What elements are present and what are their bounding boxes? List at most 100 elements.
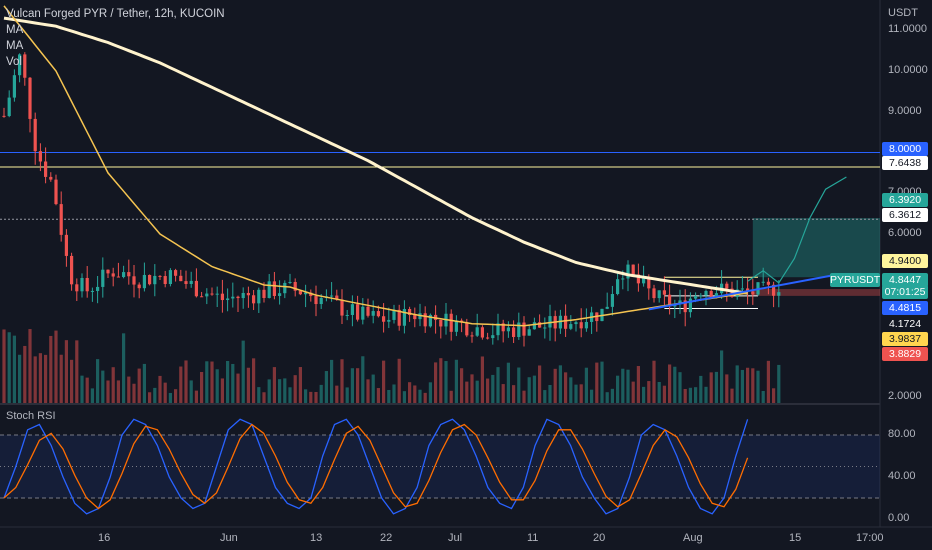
price-tick: 6.0000	[888, 227, 922, 240]
candle-body	[621, 278, 625, 280]
candle-body	[402, 309, 406, 326]
volume-bar	[720, 350, 724, 403]
volume-bar	[517, 367, 521, 403]
candle-body	[579, 322, 583, 329]
legend-ma-2[interactable]: MA	[6, 40, 24, 52]
price-tag: 7.6438	[882, 156, 928, 170]
volume-bar	[501, 384, 505, 403]
candle-body	[662, 290, 666, 295]
candle-body	[392, 309, 396, 320]
candle-body	[657, 290, 661, 299]
volume-bar	[361, 356, 365, 403]
candle-body	[605, 306, 609, 309]
candle-body	[257, 289, 261, 304]
price-tag: 4.8447	[882, 273, 928, 287]
candle-body	[18, 54, 22, 76]
volume-bar	[616, 375, 620, 403]
volume-bar	[704, 386, 708, 403]
time-tick: 15	[789, 532, 802, 544]
candle-body	[626, 264, 630, 279]
volume-bar	[408, 382, 412, 403]
candle-body	[532, 322, 536, 330]
volume-bar	[90, 388, 94, 403]
volume-bar	[714, 371, 718, 403]
volume-bar	[293, 375, 297, 403]
chart-title: Vulcan Forged PYR / Tether, 12h, KUCOIN	[6, 8, 225, 20]
volume-bar	[28, 329, 32, 403]
time-tick: Jul	[448, 532, 463, 544]
candle-body	[298, 290, 302, 295]
volume-bar	[709, 372, 713, 403]
candle-body	[215, 293, 219, 295]
candle-body	[486, 337, 490, 339]
candle-body	[631, 264, 635, 275]
candle-body	[777, 292, 781, 296]
volume-bar	[2, 329, 6, 403]
candle-body	[642, 278, 646, 284]
volume-bar	[454, 359, 458, 403]
time-tick: 16	[98, 532, 111, 544]
volume-bar	[491, 374, 495, 403]
volume-bar	[158, 375, 162, 403]
volume-bar	[392, 384, 396, 403]
volume-bar	[387, 389, 391, 403]
volume-bar	[64, 340, 68, 403]
candle-body	[652, 288, 656, 299]
legend-ma-1[interactable]: MA	[6, 24, 24, 36]
candle-body	[413, 315, 417, 320]
volume-bar	[38, 353, 42, 403]
candle-body	[33, 118, 37, 152]
volume-bar	[168, 392, 172, 403]
candle-body	[153, 275, 157, 285]
volume-bar	[54, 330, 58, 403]
candle-body	[564, 315, 568, 329]
volume-bar	[330, 359, 334, 403]
volume-bar	[283, 378, 287, 403]
candle-body	[376, 311, 380, 317]
volume-bar	[647, 381, 651, 403]
volume-bar	[350, 368, 354, 403]
stop-zone	[752, 289, 880, 296]
volume-bar	[694, 387, 698, 403]
volume-bar	[558, 365, 562, 403]
volume-bar	[59, 354, 63, 403]
legend-vol[interactable]: Vol	[6, 56, 22, 68]
volume-bar	[278, 379, 282, 403]
time-tick: 22	[380, 532, 393, 544]
volume-bar	[106, 380, 110, 403]
candle-body	[647, 278, 651, 289]
volume-bar	[371, 374, 375, 403]
volume-bar	[688, 387, 692, 403]
volume-bar	[148, 392, 152, 403]
volume-bar	[137, 368, 141, 403]
time-tick: 11	[527, 532, 539, 544]
candle-body	[194, 280, 198, 297]
candle-body	[174, 270, 178, 276]
candle-body	[96, 286, 100, 291]
volume-bar	[532, 375, 536, 403]
volume-bar	[590, 389, 594, 403]
ma-long-line	[3, 16, 748, 295]
candle-body	[356, 304, 360, 320]
rsi-tick: 40.00	[888, 470, 916, 482]
candle-body	[538, 322, 542, 328]
volume-bar	[267, 379, 271, 403]
candle-body	[730, 288, 734, 297]
volume-bar	[746, 367, 750, 403]
ma-short-line	[3, 5, 748, 327]
candle-body	[382, 316, 386, 322]
candle-body	[122, 272, 126, 278]
volume-bar	[96, 359, 100, 403]
candle-body	[678, 300, 682, 305]
candle-body	[184, 281, 188, 284]
candle-body	[548, 316, 552, 328]
candle-body	[168, 270, 172, 285]
volume-bar	[132, 383, 136, 403]
symbol-badge[interactable]: PYRUSDT	[830, 273, 881, 287]
candle-body	[70, 255, 74, 285]
candle-body	[522, 322, 526, 336]
candle-body	[132, 276, 136, 285]
candle-body	[137, 284, 141, 289]
volume-bar	[725, 374, 729, 403]
